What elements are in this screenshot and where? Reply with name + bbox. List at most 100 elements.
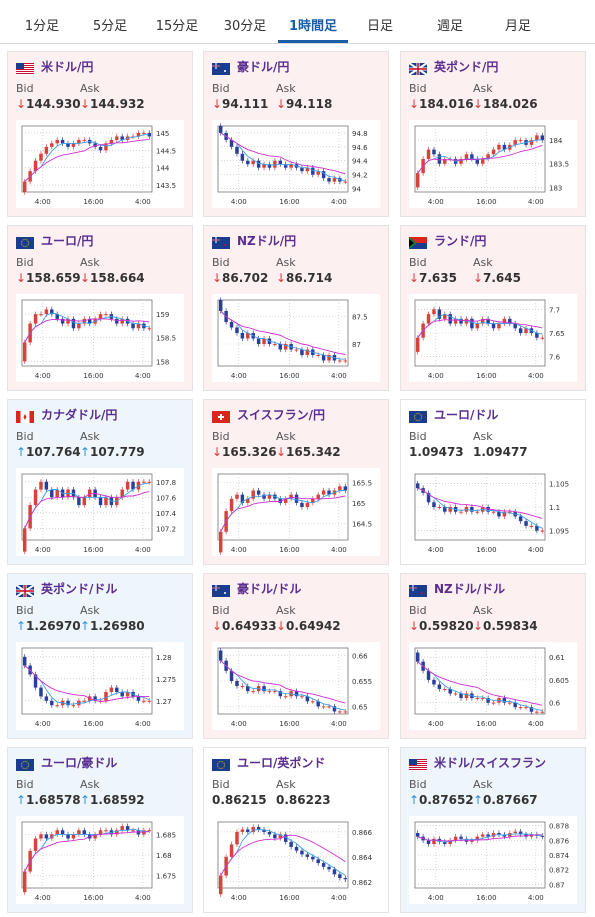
bid-value-text: 7.635 xyxy=(419,271,457,285)
rate-card[interactable]: ユーロ/ドル Bid Ask 1.09473 1.09477 1.105 1.1 1.095 4… xyxy=(400,399,586,565)
tab-1min[interactable]: 1分足 xyxy=(24,19,60,34)
mini-candlestick-chart[interactable]: 1.685 1.68 1.675 4:00 16:00 4:00 xyxy=(16,816,184,904)
tab-1hour[interactable]: 1時間足 xyxy=(288,19,338,34)
plot-frame xyxy=(21,299,153,367)
y-tick-label: 107.2 xyxy=(156,525,176,533)
ask-value: 0.86223 xyxy=(276,793,331,807)
mini-candlestick-chart[interactable]: 184 183.5 183 4:00 16:00 4:00 xyxy=(409,120,577,208)
mini-candlestick-chart[interactable]: 107.8 107.6 107.4 107.2 4:00 16:00 4:00 xyxy=(16,468,184,556)
pair-name-link[interactable]: NZドル/円 xyxy=(237,234,297,248)
rate-card[interactable]: ユーロ/豪ドル Bid Ask ↑1.68578 ↑1.68592 1.685 1.68 1.… xyxy=(7,747,193,913)
rate-card[interactable]: NZドル/ドル Bid Ask ↓0.59820 ↓0.59834 0.61 0.605 0.… xyxy=(400,573,586,739)
candle-body xyxy=(120,489,124,498)
pair-name-link[interactable]: 豪ドル/ドル xyxy=(237,582,302,596)
candle-body xyxy=(251,691,255,693)
mini-candlestick-chart[interactable]: 87.5 87 4:00 16:00 4:00 xyxy=(212,294,380,382)
pair-name-link[interactable]: ユーロ/英ポンド xyxy=(237,756,326,770)
rate-card[interactable]: ユーロ/円 Bid Ask ↓158.659 ↓158.664 159 158.5 158 4:… xyxy=(7,225,193,391)
rate-card[interactable]: 豪ドル/円 Bid Ask ↓94.111 ↓94.118 94.8 94.6 94.4 94.… xyxy=(203,51,389,217)
mini-candlestick-chart[interactable]: 0.66 0.655 0.65 4:00 16:00 4:00 xyxy=(212,642,380,730)
candle-body xyxy=(518,328,523,333)
mini-candlestick-chart[interactable]: 159 158.5 158 4:00 16:00 4:00 xyxy=(16,294,184,382)
candle-body xyxy=(278,691,283,697)
candle-body xyxy=(120,826,124,831)
ask-label: Ask xyxy=(276,604,296,617)
pair-name-link[interactable]: 豪ドル/円 xyxy=(237,60,290,74)
pair-name-link[interactable]: ユーロ/豪ドル xyxy=(41,756,118,770)
y-tick-label: 1.685 xyxy=(156,831,176,839)
rate-card[interactable]: 米ドル/スイスフラン Bid Ask ↑0.87652 ↑0.87667 0.878 0.8… xyxy=(400,747,586,913)
bid-label: Bid xyxy=(16,604,34,617)
rate-card[interactable]: 豪ドル/ドル Bid Ask ↓0.64933 ↓0.64942 0.66 0.655 0.6… xyxy=(203,573,389,739)
pair-name-link[interactable]: 米ドル/スイスフラン xyxy=(434,756,547,770)
pair-name-link[interactable]: 英ポンド/ドル xyxy=(41,582,118,596)
y-tick-label: 0.866 xyxy=(352,829,373,837)
rate-card[interactable]: ユーロ/英ポンド Bid Ask 0.86215 0.86223 0.866 0.864 0.… xyxy=(203,747,389,913)
rate-card[interactable]: カナダドル/円 Bid Ask ↑107.764 ↑107.779 107.8 107.6 1… xyxy=(7,399,193,565)
candle-body xyxy=(235,327,239,333)
y-tick-label: 1.1 xyxy=(549,504,560,512)
pair-name-link[interactable]: ユーロ/ドル xyxy=(434,408,499,422)
mini-candlestick-chart[interactable]: 0.61 0.605 0.6 4:00 16:00 4:00 xyxy=(409,642,577,730)
candle-body xyxy=(529,140,534,145)
pair-name-link[interactable]: スイスフラン/円 xyxy=(237,408,326,422)
candle-body xyxy=(518,831,523,835)
mini-candlestick-chart[interactable]: 1.28 1.275 1.27 4:00 16:00 4:00 xyxy=(16,642,184,730)
moving-average-short xyxy=(220,490,346,532)
tab-daily[interactable]: 日足 xyxy=(366,19,393,34)
candle-body xyxy=(508,318,512,324)
rate-card[interactable]: 英ポンド/ドル Bid Ask ↑1.26970 ↑1.26980 1.28 1.275 1.… xyxy=(7,573,193,739)
pair-name-link[interactable]: ユーロ/円 xyxy=(41,234,94,248)
rate-card[interactable]: NZドル/円 Bid Ask ↓86.702 ↓86.714 87.5 87 4:00 16:0… xyxy=(203,225,389,391)
flag-eu-icon xyxy=(212,756,230,771)
mini-candlestick-chart[interactable]: 145 144.5 144 143.5 4:00 16:00 4:00 xyxy=(16,120,184,208)
candle-body xyxy=(332,706,337,712)
y-tick-label: 94.2 xyxy=(352,172,368,180)
arrow-down-icon: ↓ xyxy=(473,619,484,633)
candle-body xyxy=(300,502,304,507)
arrow-down-icon: ↓ xyxy=(409,97,420,111)
ask-value-text: 1.68592 xyxy=(90,793,145,807)
y-tick-label: 0.862 xyxy=(352,879,372,887)
bid-value-text: 1.09473 xyxy=(409,445,464,459)
pair-name-link[interactable]: NZドル/ドル xyxy=(434,582,506,596)
mini-candlestick-chart[interactable]: 0.866 0.864 0.862 4:00 16:00 4:00 xyxy=(212,816,380,904)
candle-body xyxy=(475,698,480,700)
mini-candlestick-chart[interactable]: 0.878 0.876 0.874 0.872 0.87 4:00 16:00 4:00 xyxy=(409,816,577,904)
candle-body xyxy=(104,497,108,506)
rate-card[interactable]: ランド/円 Bid Ask ↓7.635 ↓7.645 7.7 7.65 7.6 4:00 16:… xyxy=(400,225,586,391)
pair-name-link[interactable]: ランド/円 xyxy=(434,234,487,248)
candle-body xyxy=(540,337,545,339)
tab-30min[interactable]: 30分足 xyxy=(223,19,267,34)
tab-monthly[interactable]: 月足 xyxy=(504,19,531,34)
rate-card[interactable]: 米ドル/円 Bid Ask ↓144.930 ↓144.932 145 144.5 144 14… xyxy=(7,51,193,217)
moving-average-short xyxy=(417,833,543,843)
candle-body xyxy=(327,490,331,495)
candle-body xyxy=(131,830,135,832)
x-tick-label: 4:00 xyxy=(528,894,544,902)
arrow-down-icon: ↓ xyxy=(16,271,27,285)
flag-nz-icon xyxy=(212,234,230,249)
mini-candlestick-chart[interactable]: 94.8 94.6 94.4 94.2 94 4:00 16:00 4:00 xyxy=(212,120,380,208)
pair-name-link[interactable]: 英ポンド/円 xyxy=(434,60,499,74)
bid-value-text: 0.59820 xyxy=(419,619,474,633)
mini-candlestick-chart[interactable]: 165.5 165 164.5 4:00 16:00 4:00 xyxy=(212,468,380,556)
tab-5min[interactable]: 5分足 xyxy=(92,19,128,34)
pair-name-link[interactable]: カナダドル/円 xyxy=(41,408,118,422)
mini-candlestick-chart[interactable]: 7.7 7.65 7.6 4:00 16:00 4:00 xyxy=(409,294,577,382)
candle-body xyxy=(305,349,310,355)
rate-card[interactable]: スイスフラン/円 Bid Ask ↓165.326 ↓165.342 165.5 165 16… xyxy=(203,399,389,565)
tab-15min[interactable]: 15分足 xyxy=(155,19,199,34)
pair-name-link[interactable]: 米ドル/円 xyxy=(41,60,94,74)
rate-card[interactable]: 英ポンド/円 Bid Ask ↓184.016 ↓184.026 184 183.5 183 4… xyxy=(400,51,586,217)
mini-candlestick-chart[interactable]: 1.105 1.1 1.095 4:00 16:00 4:00 xyxy=(409,468,577,556)
arrow-down-icon: ↓ xyxy=(473,97,484,111)
plot-frame xyxy=(217,299,349,367)
candle-body xyxy=(513,140,517,145)
candle-body xyxy=(343,486,348,491)
candle-body xyxy=(443,507,447,512)
candle-body xyxy=(343,181,348,183)
candle-body xyxy=(218,300,223,311)
x-tick-label: 16:00 xyxy=(279,894,299,902)
tab-weekly[interactable]: 週足 xyxy=(436,19,463,34)
